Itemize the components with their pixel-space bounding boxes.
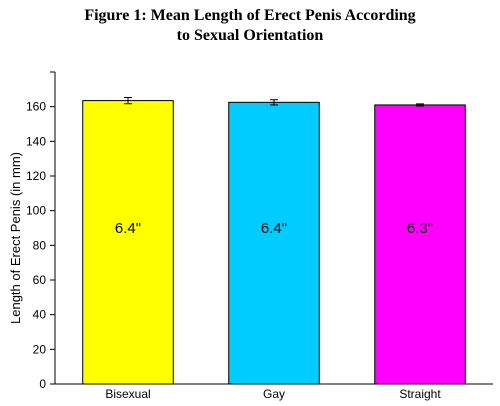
bar-value-label: 6.3": [407, 220, 433, 237]
bar-straight: [374, 104, 466, 385]
y-tick-label: 160: [26, 100, 46, 114]
chart-title-line-1: Figure 1: Mean Length of Erect Penis Acc…: [84, 7, 416, 24]
y-tick-label: 140: [26, 134, 46, 148]
y-tick-label: 120: [26, 169, 46, 183]
y-tick-label: 80: [33, 238, 47, 252]
bar-value-label: 6.4": [115, 220, 141, 237]
y-tick-label: 20: [33, 342, 47, 356]
chart-title: Figure 1: Mean Length of Erect Penis Acc…: [0, 6, 500, 46]
y-tick-label: 100: [26, 204, 46, 218]
x-category-label: Gay: [263, 387, 285, 401]
y-tick-label: 40: [33, 308, 47, 322]
x-category-label: Bisexual: [105, 387, 150, 401]
bar-value-label: 6.4": [261, 220, 287, 237]
y-tick-label: 60: [33, 273, 47, 287]
bar-gay: [228, 101, 320, 385]
bar-bisexual: [82, 100, 174, 385]
y-axis-label: Length of Erect Penis (in mm): [8, 152, 23, 324]
chart-title-line-2: to Sexual Orientation: [176, 27, 324, 44]
y-tick-label: 0: [39, 377, 46, 391]
x-category-label: Straight: [399, 387, 441, 401]
